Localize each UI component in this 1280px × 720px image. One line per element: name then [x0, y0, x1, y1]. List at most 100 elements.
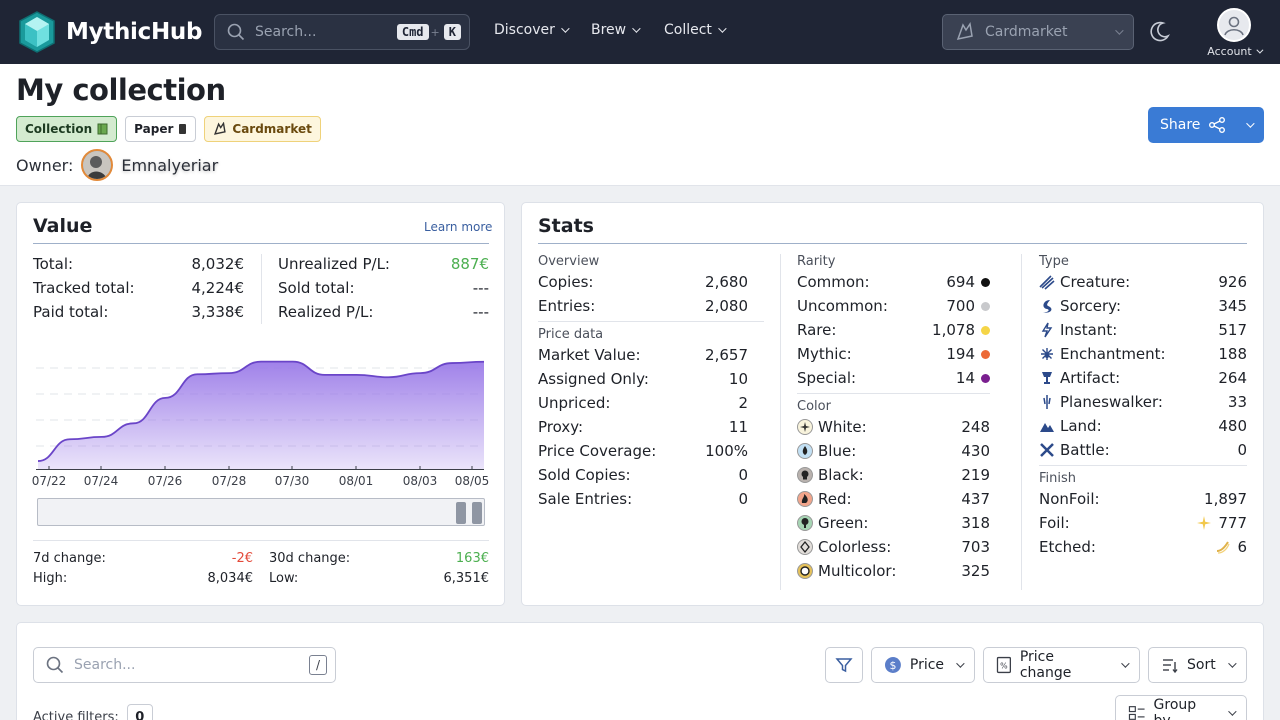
- stat-value-wrap: 2,080: [705, 297, 748, 315]
- stat-row: Proxy: 11: [538, 417, 748, 437]
- stat-label: Proxy:: [538, 418, 584, 436]
- stat-row: Sale Entries: 0: [538, 489, 748, 509]
- dark-mode-toggle-icon[interactable]: [1147, 20, 1171, 44]
- chart-point[interactable]: [450, 361, 455, 366]
- stat-row: Market Value: 2,657: [538, 345, 748, 365]
- chart-point[interactable]: [163, 395, 168, 400]
- chart-point[interactable]: [259, 359, 264, 364]
- stat-row: Multicolor: 325: [797, 561, 990, 581]
- nav-collect[interactable]: Collect: [664, 22, 727, 38]
- tag-paper[interactable]: Paper: [125, 116, 197, 142]
- rarity-dot-icon: [981, 325, 990, 335]
- value-label: Total:: [33, 255, 74, 273]
- stat-value: 480: [1218, 417, 1247, 435]
- value-label: Sold total:: [278, 279, 355, 297]
- group-by-label: Group by: [1153, 697, 1197, 720]
- svg-text:%: %: [1000, 661, 1008, 670]
- collection-list-card: [16, 622, 1264, 720]
- chevron-down-icon: [1121, 659, 1130, 668]
- account-menu[interactable]: Account: [1204, 8, 1264, 58]
- stat-value: 2: [738, 394, 748, 412]
- owner-name[interactable]: Emnalyeriar: [121, 155, 219, 175]
- owner-avatar[interactable]: [81, 149, 114, 181]
- stat-label: Foil:: [1039, 514, 1070, 532]
- tag-collection[interactable]: Collection: [16, 116, 118, 142]
- search-shortcut-key: /: [309, 655, 327, 675]
- sort-dropdown[interactable]: Sort: [1148, 647, 1247, 683]
- stats-title-rule: [538, 243, 1247, 244]
- change-30d-label: 30d change:: [269, 551, 351, 566]
- value-chart[interactable]: [36, 340, 488, 490]
- range-handle-right[interactable]: [472, 502, 482, 524]
- stat-value-wrap: 2,680: [705, 273, 748, 291]
- group-icon: [1128, 706, 1145, 720]
- stat-label-wrap: Common:: [797, 273, 870, 291]
- stat-value-wrap: 694: [946, 273, 990, 291]
- stat-value: 188: [1218, 345, 1247, 363]
- chart-point[interactable]: [227, 371, 232, 376]
- chart-point[interactable]: [290, 359, 295, 364]
- green-mana-icon: [797, 515, 813, 531]
- section-rule: [797, 393, 990, 394]
- logo[interactable]: MythicHub: [18, 11, 202, 53]
- stat-label-wrap: Instant:: [1039, 321, 1117, 339]
- chart-point[interactable]: [354, 372, 359, 377]
- chart-point[interactable]: [386, 375, 391, 380]
- active-filters-count[interactable]: 0: [126, 704, 153, 720]
- sparkle-icon: [1197, 516, 1212, 530]
- filter-button[interactable]: [825, 647, 863, 683]
- chart-point[interactable]: [482, 359, 487, 364]
- tag-cardmarket[interactable]: Cardmarket: [204, 116, 321, 142]
- price-dropdown[interactable]: $ Price: [871, 647, 975, 683]
- chart-point[interactable]: [99, 434, 104, 439]
- stat-value: 14: [955, 369, 975, 387]
- stat-label-wrap: Etched:: [1039, 538, 1096, 556]
- stat-value: 2,680: [705, 273, 748, 291]
- stat-label-wrap: Proxy:: [538, 418, 583, 436]
- stat-row: Land: 480: [1039, 416, 1247, 436]
- cardmarket-icon: [214, 122, 227, 135]
- chart-point[interactable]: [322, 372, 327, 377]
- stat-row: Artifact: 264: [1039, 368, 1247, 388]
- learn-more-link[interactable]: Learn more: [424, 220, 493, 234]
- stat-row: Blue: 430: [797, 441, 990, 461]
- stat-label-wrap: Enchantment:: [1039, 345, 1166, 363]
- stat-label: Planeswalker:: [1060, 393, 1163, 411]
- chart-point[interactable]: [131, 421, 136, 426]
- stat-value-wrap: 480: [1218, 417, 1247, 435]
- blue-mana-icon: [797, 443, 813, 459]
- stat-value-wrap: 100%: [705, 442, 748, 460]
- chart-point[interactable]: [418, 371, 423, 376]
- stat-label-wrap: Special:: [797, 369, 856, 387]
- nav-brew[interactable]: Brew: [591, 22, 641, 38]
- global-search-input[interactable]: Search... Cmd + K: [214, 14, 470, 50]
- market-select-placeholder: Cardmarket: [985, 24, 1068, 40]
- stat-value: 0: [738, 490, 748, 508]
- price-change-dropdown[interactable]: % Price change: [983, 647, 1140, 683]
- chart-point[interactable]: [67, 437, 72, 442]
- search-placeholder: Search...: [255, 24, 317, 40]
- group-by-dropdown[interactable]: Group by: [1115, 695, 1247, 720]
- chart-point[interactable]: [195, 372, 200, 377]
- stat-value: 100%: [705, 442, 748, 460]
- high-value: 8,034€: [207, 571, 254, 586]
- stat-value-wrap: 10: [729, 370, 748, 388]
- section-rule: [538, 321, 764, 322]
- range-handle-left[interactable]: [456, 502, 466, 524]
- white-mana-icon: [797, 419, 813, 435]
- market-select[interactable]: Cardmarket: [942, 14, 1134, 50]
- planeswalker-icon: [1043, 395, 1051, 409]
- stats-section-heading: Rarity: [797, 254, 836, 269]
- stat-label-wrap: Creature:: [1039, 273, 1130, 291]
- collection-search-input[interactable]: Search... /: [33, 647, 336, 683]
- top-nav: MythicHub Search... Cmd + K Discover Bre…: [0, 0, 1280, 64]
- share-button[interactable]: Share: [1148, 107, 1264, 143]
- instant-icon: [1041, 322, 1053, 338]
- creature-icon: [1039, 275, 1055, 290]
- stat-label: Red:: [818, 490, 852, 508]
- sort-icon: [1163, 659, 1178, 674]
- nav-discover[interactable]: Discover: [494, 22, 570, 38]
- stat-value: 437: [961, 490, 990, 508]
- stat-value-wrap: 6: [1215, 538, 1247, 556]
- chart-range-slider[interactable]: [37, 498, 485, 526]
